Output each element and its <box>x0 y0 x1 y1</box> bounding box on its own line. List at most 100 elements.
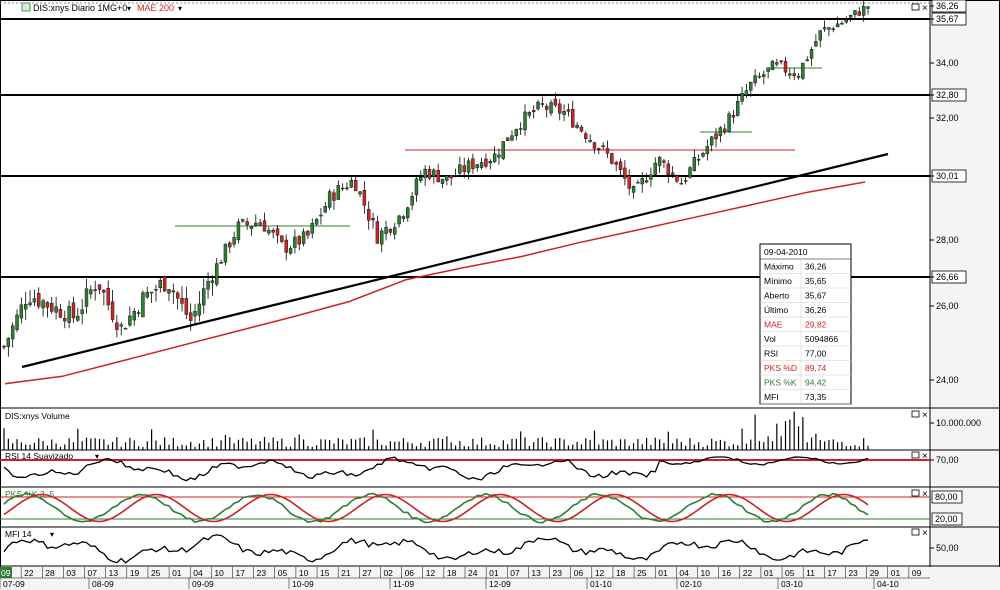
mfi-dropdown-icon[interactable]: ▾ <box>50 530 54 539</box>
candle-body[interactable] <box>232 237 236 245</box>
candle-body[interactable] <box>306 230 310 236</box>
rsi-line[interactable] <box>3 456 869 482</box>
candle-body[interactable] <box>193 311 197 317</box>
candle-body[interactable] <box>393 227 397 235</box>
candle-body[interactable] <box>367 209 371 221</box>
candle-body[interactable] <box>670 172 675 175</box>
stoch-panel-maximize-icon[interactable] <box>911 489 920 497</box>
rsi-panel-close-icon[interactable]: × <box>922 451 928 462</box>
header-symbol-dropdown-icon[interactable]: ▾ <box>127 4 131 13</box>
candle-body[interactable] <box>301 231 306 244</box>
candle-body[interactable] <box>280 235 284 242</box>
candle-body[interactable] <box>696 159 701 161</box>
candle-body[interactable] <box>540 103 545 105</box>
candle-body[interactable] <box>861 5 866 16</box>
candle-body[interactable] <box>740 92 744 102</box>
candle-body[interactable] <box>531 110 536 113</box>
candle-body[interactable] <box>571 109 575 128</box>
candle-body[interactable] <box>792 73 796 77</box>
candle-body[interactable] <box>202 288 206 306</box>
candle-body[interactable] <box>206 281 210 290</box>
candle-body[interactable] <box>219 262 223 264</box>
candle-body[interactable] <box>497 154 501 158</box>
candle-body[interactable] <box>575 125 579 128</box>
candle-body[interactable] <box>545 105 549 110</box>
candle-body[interactable] <box>588 139 592 142</box>
candle-body[interactable] <box>54 306 58 313</box>
candle-body[interactable] <box>818 30 822 41</box>
candle-body[interactable] <box>353 180 358 192</box>
candle-body[interactable] <box>762 74 766 77</box>
candle-body[interactable] <box>631 186 636 193</box>
candle-body[interactable] <box>627 175 631 189</box>
candle-body[interactable] <box>102 289 106 293</box>
candle-body[interactable] <box>267 229 271 234</box>
candle-body[interactable] <box>384 227 388 234</box>
candle-body[interactable] <box>241 219 245 222</box>
candle-body[interactable] <box>427 168 432 179</box>
candle-body[interactable] <box>753 75 757 84</box>
candle-body[interactable] <box>475 164 479 168</box>
candle-body[interactable] <box>723 128 727 132</box>
candle-body[interactable] <box>349 179 354 188</box>
candle-body[interactable] <box>718 127 723 137</box>
candle-body[interactable] <box>779 60 783 63</box>
candle-body[interactable] <box>484 158 488 167</box>
candle-body[interactable] <box>162 276 167 292</box>
candle-body[interactable] <box>766 67 770 72</box>
candle-body[interactable] <box>640 177 644 185</box>
candle-body[interactable] <box>688 167 692 178</box>
candle-body[interactable] <box>297 236 301 245</box>
candle-body[interactable] <box>158 280 163 289</box>
candle-body[interactable] <box>58 309 63 318</box>
candle-body[interactable] <box>853 10 857 15</box>
price-panel-close-icon[interactable]: × <box>922 3 928 14</box>
candle-body[interactable] <box>584 133 588 139</box>
candle-body[interactable] <box>401 216 406 219</box>
candle-body[interactable] <box>675 175 679 182</box>
candle-body[interactable] <box>254 222 258 226</box>
candle-body[interactable] <box>714 133 718 140</box>
candle-body[interactable] <box>275 228 280 236</box>
candle-body[interactable] <box>310 223 314 234</box>
candle-body[interactable] <box>145 291 149 298</box>
candle-body[interactable] <box>788 73 792 76</box>
candle-body[interactable] <box>327 191 332 208</box>
candle-body[interactable] <box>636 182 640 184</box>
candle-body[interactable] <box>345 187 349 190</box>
candle-body[interactable] <box>271 229 275 233</box>
candle-body[interactable] <box>827 27 831 30</box>
candle-body[interactable] <box>809 49 814 59</box>
candle-body[interactable] <box>666 163 670 175</box>
candle-body[interactable] <box>436 170 440 183</box>
candle-body[interactable] <box>562 111 566 115</box>
candle-body[interactable] <box>471 158 475 169</box>
candle-body[interactable] <box>228 242 232 248</box>
trend-line[interactable] <box>21 152 889 369</box>
candle-body[interactable] <box>783 60 788 73</box>
candle-body[interactable] <box>527 112 532 116</box>
candle-body[interactable] <box>840 22 844 25</box>
candle-body[interactable] <box>814 41 818 47</box>
candle-body[interactable] <box>744 90 749 96</box>
candle-body[interactable] <box>770 60 775 71</box>
candle-body[interactable] <box>414 178 419 196</box>
candle-body[interactable] <box>132 311 136 321</box>
candle-body[interactable] <box>679 182 684 185</box>
candle-body[interactable] <box>32 298 37 303</box>
rsi-panel-maximize-icon[interactable] <box>911 451 920 459</box>
candle-body[interactable] <box>358 191 362 195</box>
candle-body[interactable] <box>601 145 605 147</box>
candle-body[interactable] <box>775 62 779 65</box>
candle-body[interactable] <box>210 280 215 283</box>
candle-body[interactable] <box>458 164 462 174</box>
candle-body[interactable] <box>19 304 24 319</box>
candle-body[interactable] <box>510 135 514 141</box>
candle-body[interactable] <box>93 289 97 291</box>
candle-body[interactable] <box>479 162 484 168</box>
candle-body[interactable] <box>440 178 445 184</box>
candle-body[interactable] <box>406 207 410 219</box>
candle-body[interactable] <box>319 214 323 217</box>
candle-body[interactable] <box>514 129 519 137</box>
candle-body[interactable] <box>653 162 657 175</box>
